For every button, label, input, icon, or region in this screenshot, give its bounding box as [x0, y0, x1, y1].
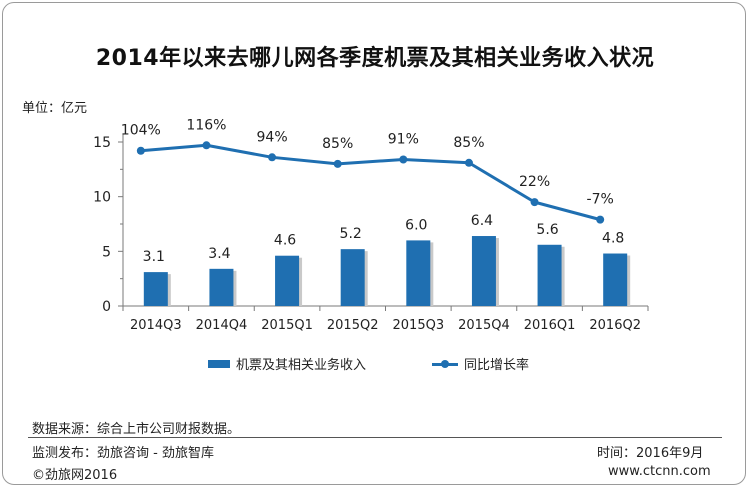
growth-point: [530, 198, 539, 207]
x-tick-label: 2014Q3: [130, 318, 182, 333]
growth-value-label: 116%: [186, 117, 226, 133]
growth-value-label: 104%: [121, 123, 161, 139]
growth-point: [399, 155, 408, 164]
x-tick-label: 2015Q3: [393, 318, 445, 333]
legend-line-swatch: [432, 359, 458, 369]
legend-label-growth: 同比增长率: [464, 358, 530, 373]
bar-value-label: 5.6: [536, 222, 558, 238]
x-tick-label: 2015Q4: [458, 318, 510, 333]
y-tick-label: 5: [102, 244, 111, 260]
growth-value-label: 91%: [388, 131, 419, 147]
legend-label-revenue: 机票及其相关业务收入: [236, 358, 367, 373]
growth-point: [596, 215, 605, 224]
bar-value-label: 3.4: [208, 246, 230, 262]
bar: [537, 244, 562, 306]
growth-point: [464, 158, 473, 167]
bar: [275, 255, 300, 306]
bar-value-label: 5.2: [340, 226, 362, 242]
chart-title: 2014年以来去哪儿网各季度机票及其相关业务收入状况: [95, 46, 655, 71]
legend-item-growth: 同比增长率: [432, 354, 529, 373]
x-tick-label: 2015Q1: [261, 318, 313, 333]
x-tick-label: 2016Q1: [524, 318, 576, 333]
growth-value-label: 22%: [519, 174, 550, 190]
publisher: 监测发布：劲旅咨询 - 劲旅智库: [32, 446, 214, 461]
growth-value-label: 94%: [257, 129, 288, 145]
bar-value-label: 6.0: [405, 217, 427, 233]
unit-label: 单位：亿元: [22, 101, 88, 116]
growth-value-label: 85%: [453, 135, 484, 151]
y-tick-label: 15: [93, 135, 111, 151]
growth-point: [202, 141, 211, 150]
bar: [340, 249, 365, 306]
growth-value-label: 85%: [322, 136, 353, 152]
website: www.ctcnn.com: [608, 464, 711, 479]
footer-divider: [28, 437, 722, 438]
growth-point: [136, 146, 145, 155]
growth-line: [140, 143, 601, 222]
x-tick-label: 2016Q2: [589, 318, 641, 333]
x-tick-label: 2015Q2: [327, 318, 379, 333]
legend: 机票及其相关业务收入 同比增长率: [0, 354, 750, 374]
y-tick-label: 0: [102, 299, 111, 315]
copyright: ©劲旅网2016: [32, 468, 118, 483]
data-source: 数据来源：综合上市公司财报数据。: [32, 422, 241, 437]
growth-point: [268, 153, 277, 162]
growth-point: [333, 159, 342, 168]
bar-value-label: 4.8: [602, 231, 624, 247]
bar-value-label: 4.6: [274, 233, 296, 249]
legend-item-revenue: 机票及其相关业务收入: [208, 354, 366, 373]
publish-time: 时间：2016年9月: [597, 446, 704, 461]
growth-value-label: -7%: [587, 192, 614, 208]
bar: [406, 240, 431, 306]
bar: [471, 236, 496, 306]
chart-frame: [2, 2, 746, 485]
legend-bar-swatch: [208, 359, 230, 368]
bar: [603, 253, 628, 306]
bar: [143, 272, 168, 306]
bar-value-label: 3.1: [143, 249, 165, 265]
bar-value-label: 6.4: [471, 213, 493, 229]
x-tick-label: 2014Q4: [196, 318, 248, 333]
bar: [209, 268, 234, 306]
y-tick-label: 10: [93, 190, 111, 206]
